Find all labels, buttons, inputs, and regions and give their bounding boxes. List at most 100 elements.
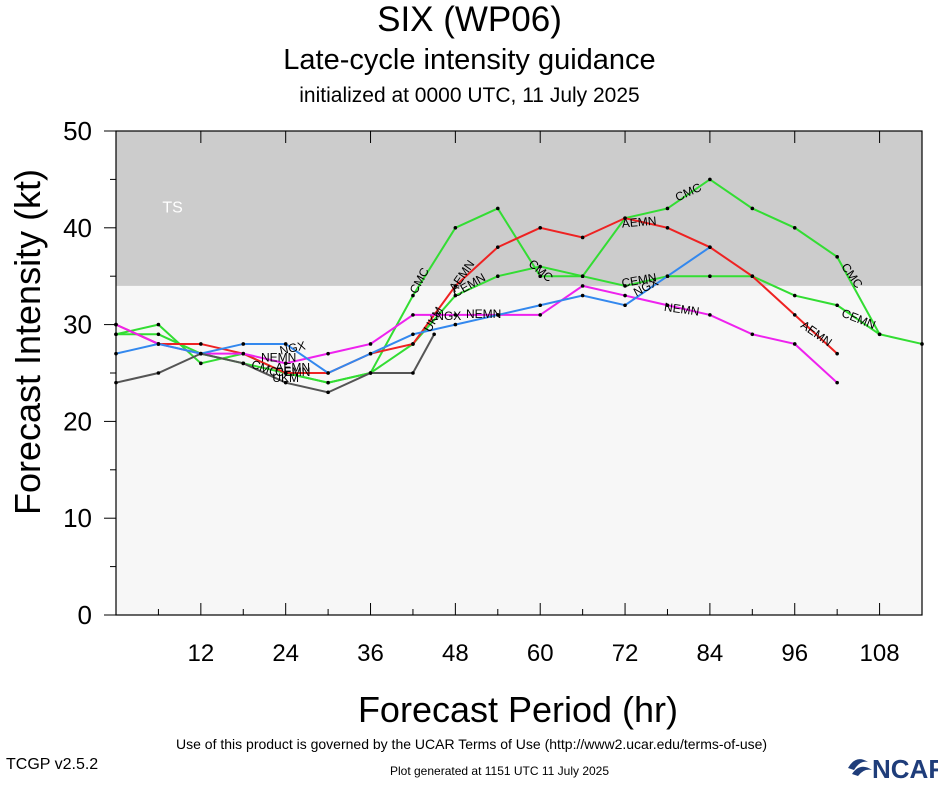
y-tick-label-40: 40: [63, 213, 92, 243]
annotation-ngx: NGX: [278, 338, 306, 357]
point-ukm: [432, 332, 436, 337]
annotation-nemn: NEMN: [466, 307, 501, 321]
x-tick-label-24: 24: [272, 640, 299, 667]
point-nemn: [580, 284, 585, 288]
point-cmc: [750, 206, 755, 211]
point-cemn: [792, 293, 797, 298]
point-nemn: [835, 380, 839, 385]
point-cmc: [199, 361, 203, 366]
x-tick-label-12: 12: [187, 640, 214, 667]
point-ngx: [538, 303, 543, 308]
x-tick-label-48: 48: [442, 640, 469, 667]
point-aemn: [411, 342, 415, 346]
y-tick-label-0: 0: [78, 600, 92, 630]
series-line-aemn: [115, 217, 838, 374]
annotation-ngx: NGX: [435, 309, 461, 323]
point-aemn: [792, 313, 797, 317]
chart-subtitle: Late-cycle intensity guidance: [283, 44, 656, 76]
point-cemn: [708, 274, 712, 279]
point-aemn: [453, 284, 458, 288]
series-line-nemn: [115, 284, 838, 384]
point-ngx: [241, 342, 246, 346]
point-cemn: [877, 332, 882, 337]
point-cemn: [495, 274, 500, 279]
ncar-logo: NCAR: [846, 748, 939, 784]
point-ngx: [708, 245, 712, 249]
point-ukm: [156, 371, 161, 375]
point-aemn: [580, 235, 585, 240]
point-nemn: [326, 351, 330, 356]
annotation-aemn: AEMN: [621, 214, 657, 231]
x-tick-label-60: 60: [527, 640, 554, 667]
annotation-ukm: UKM: [272, 371, 299, 385]
ncar-logo-text: NCAR: [872, 754, 938, 780]
point-cmc: [495, 206, 500, 211]
point-ngx: [283, 342, 288, 346]
point-cemn: [835, 303, 839, 308]
point-ukm: [368, 371, 373, 375]
chart-title: SIX (WP06): [377, 0, 562, 39]
x-tick-label-36: 36: [357, 640, 384, 667]
ncar-logo-icon: NCAR: [848, 754, 939, 784]
point-aemn: [495, 245, 500, 249]
point-cmc: [792, 226, 797, 230]
point-cmc: [538, 274, 543, 279]
point-ukm: [241, 361, 246, 366]
point-cemn: [453, 293, 458, 298]
point-aemn: [835, 351, 839, 356]
annotation-nemn: NEMN: [261, 351, 296, 365]
x-axis-label: Forecast Period (hr): [358, 689, 678, 730]
point-aemn: [623, 216, 627, 220]
y-tick-label-10: 10: [63, 503, 92, 533]
annotation-cemn: CEMN: [275, 365, 310, 379]
x-tick-label-108: 108: [860, 640, 900, 667]
point-ngx: [665, 274, 670, 279]
point-nemn: [368, 342, 373, 346]
annotation-cemn: CEMN: [620, 270, 657, 290]
point-cemn: [538, 264, 543, 269]
generated-time: Plot generated at 1151 UTC 11 July 2025: [390, 764, 610, 778]
point-nemn: [750, 332, 755, 337]
point-ngx: [411, 332, 415, 337]
point-aemn: [199, 342, 203, 346]
point-cmc: [411, 293, 415, 298]
terms-of-use: Use of this product is governed by the U…: [176, 736, 768, 752]
intensity-band-0: [116, 131, 922, 286]
point-nemn: [708, 313, 712, 317]
point-ukm: [326, 390, 330, 395]
point-ukm: [199, 351, 203, 356]
point-nemn: [623, 293, 627, 298]
version-label: TCGP v2.5.2: [6, 756, 99, 773]
point-cmc: [835, 255, 839, 259]
point-cemn: [580, 274, 585, 279]
plot-background: [116, 131, 922, 615]
y-tick-label-30: 30: [63, 310, 92, 340]
point-ukm: [283, 380, 288, 385]
point-ngx: [326, 371, 330, 375]
y-axis-label: Forecast Intensity (kt): [7, 169, 48, 515]
y-tick-label-50: 50: [63, 116, 92, 146]
annotation-ts: TS: [162, 200, 182, 217]
point-nemn: [665, 303, 670, 308]
point-cemn: [326, 380, 330, 385]
point-ngx: [368, 351, 373, 356]
point-cmc: [453, 226, 458, 230]
point-cemn: [623, 284, 627, 288]
point-nemn: [538, 313, 543, 317]
point-aemn: [665, 226, 670, 230]
point-cmc: [665, 206, 670, 211]
annotation-nemn: NEMN: [663, 300, 700, 319]
point-ukm: [411, 371, 415, 375]
axes: 12 24 36 48 60 72 84 96 108 0 10 20 30 40 50: [63, 116, 923, 667]
point-cmc: [708, 177, 712, 182]
y-tick-label-20: 20: [63, 406, 92, 436]
point-ngx: [623, 303, 627, 308]
init-time: initialized at 0000 UTC, 11 July 2025: [299, 84, 640, 107]
series-lines: [114, 177, 924, 395]
point-aemn: [538, 226, 543, 230]
point-aemn: [283, 371, 288, 375]
x-tick-label-96: 96: [781, 640, 808, 667]
x-tick-label-84: 84: [697, 640, 724, 667]
point-nemn: [411, 313, 415, 317]
